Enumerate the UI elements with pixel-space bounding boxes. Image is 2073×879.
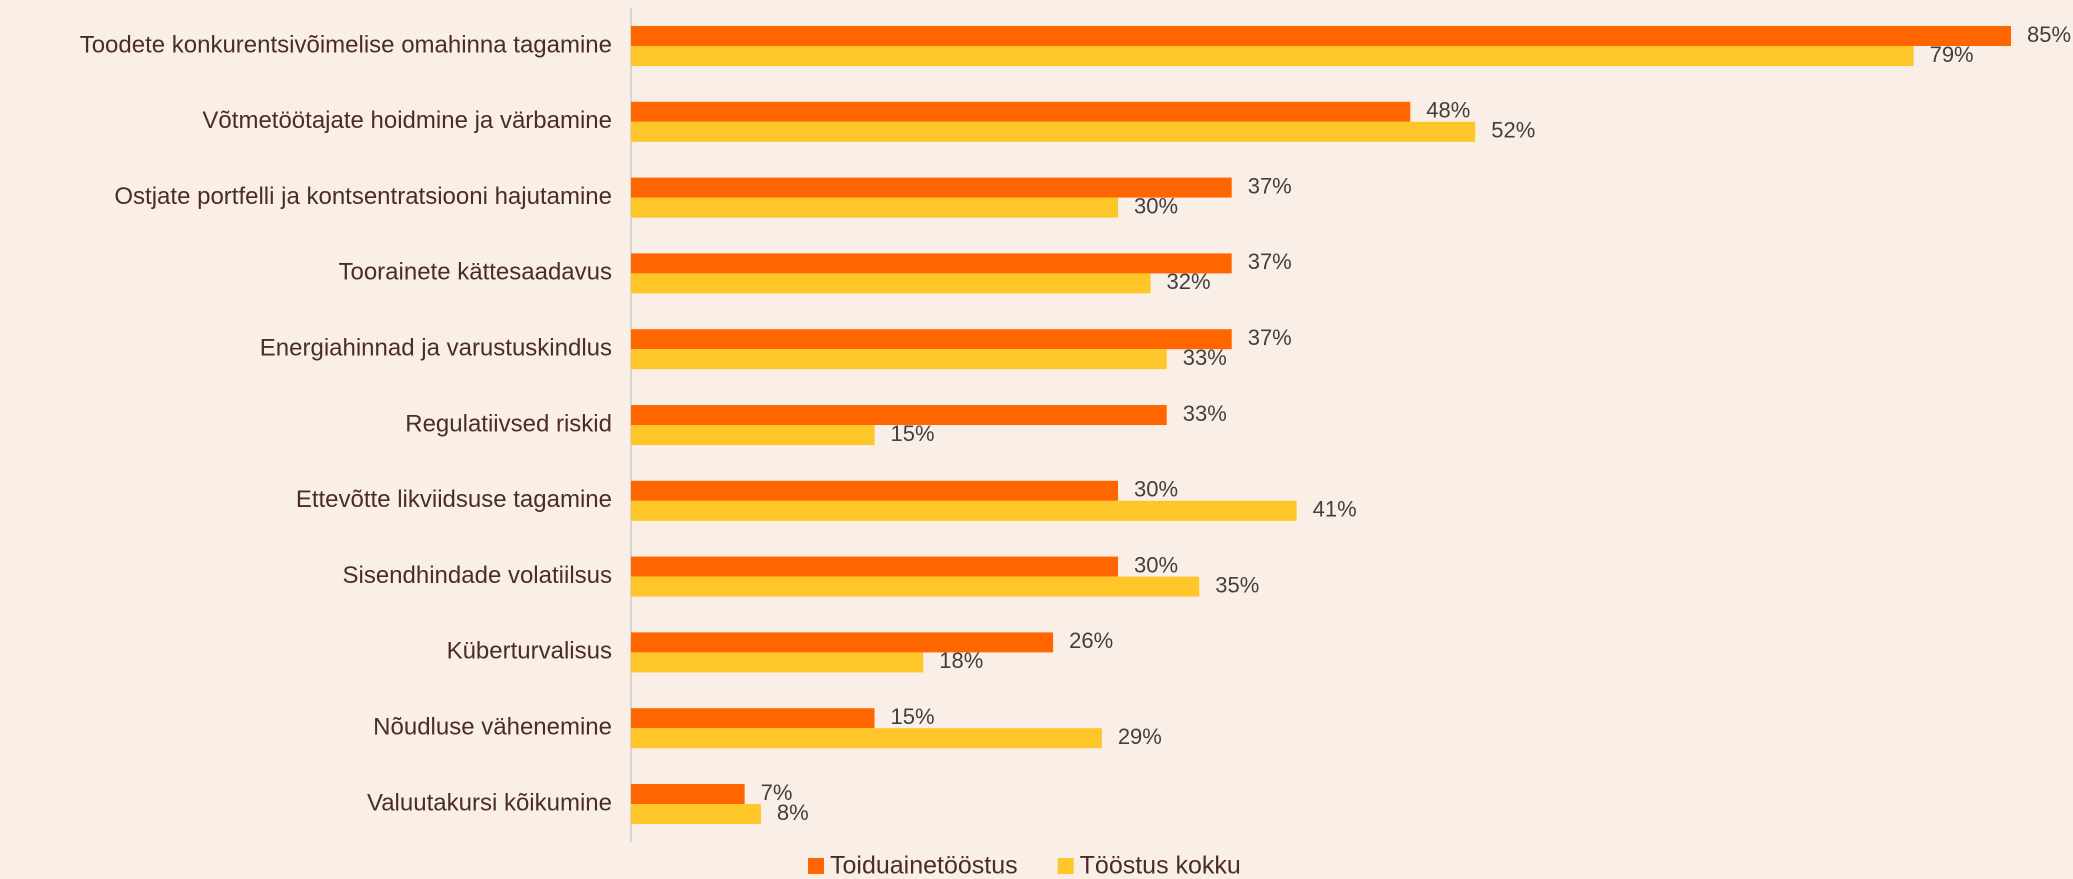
bar [631,177,1232,198]
category-label: Küberturvalisus [447,638,612,665]
value-label: 85% [2027,22,2071,47]
bar [631,632,1054,653]
value-label: 26% [1069,628,1113,653]
bar [631,349,1167,370]
legend-swatch [808,858,824,874]
category-label: Võtmetöötajate hoidmine ja värbamine [202,107,612,134]
legend-swatch [1057,858,1074,874]
value-label: 30% [1134,193,1178,218]
category-label: Toodete konkurentsivõimelise omahinna ta… [80,31,612,58]
value-label: 33% [1183,401,1227,426]
bar [631,500,1297,521]
value-label: 32% [1167,269,1211,294]
bar [631,253,1232,274]
value-label: 35% [1215,572,1259,597]
legend-label: Toiduainetööstus [830,852,1018,879]
value-label: 48% [1426,98,1470,123]
bar [631,728,1102,749]
bar [631,121,1476,142]
legend-label: Tööstus kokku [1080,852,1241,879]
bar [631,273,1151,294]
category-label: Ostjate portfelli ja kontsentratsiooni h… [114,183,612,210]
bar [631,425,875,445]
bar [631,405,1167,425]
bar [631,556,1119,577]
value-label: 7% [761,780,793,805]
bar [631,480,1119,501]
value-label: 8% [777,800,809,825]
value-label: 33% [1183,345,1227,370]
bar [631,26,2011,46]
category-label: Nõudluse vähenemine [373,714,612,741]
value-label: 37% [1248,325,1292,350]
bar [631,46,1914,66]
category-label: Regulatiivsed riskid [405,410,612,437]
value-label: 52% [1491,118,1535,143]
category-label: Energiahinnad ja varustuskindlus [260,335,612,362]
value-label: 41% [1313,497,1357,522]
bar [631,652,924,673]
value-label: 30% [1134,477,1178,502]
value-label: 79% [1930,42,1974,67]
bar [631,708,875,729]
value-label: 37% [1248,173,1292,198]
value-label: 37% [1248,249,1292,274]
bar [631,329,1232,350]
bar [631,804,761,824]
value-label: 15% [891,704,935,729]
category-label: Valuutakursi kõikumine [367,789,612,816]
bar [631,576,1200,597]
bar [631,197,1119,218]
value-label: 18% [939,648,983,673]
category-label: Toorainete kättesaadavus [338,259,612,286]
bar [631,101,1411,122]
value-label: 15% [891,421,935,446]
bar [631,784,745,804]
category-label: Ettevõtte likviidsuse tagamine [296,486,612,513]
category-label: Sisendhindade volatiilsus [342,562,612,589]
value-label: 29% [1118,724,1162,749]
value-label: 30% [1134,552,1178,577]
